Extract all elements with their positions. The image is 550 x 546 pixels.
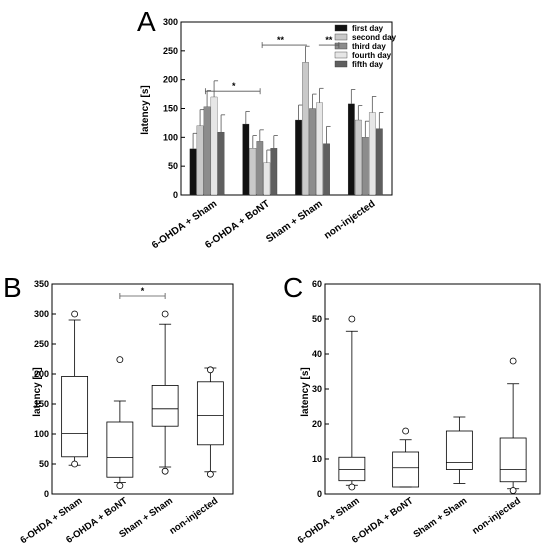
panel-a-bar bbox=[203, 106, 211, 196]
panel-a-legend-swatch bbox=[334, 60, 348, 68]
panel-a-category-label: Sham + Sham bbox=[264, 198, 324, 245]
panel-b-box bbox=[106, 421, 134, 478]
panel-b-y-tick-label: 0 bbox=[44, 489, 49, 499]
panel-c-y-axis-label: latency [s] bbox=[300, 367, 311, 416]
panel-c-y-tick-label: 50 bbox=[312, 314, 322, 324]
panel-b-outlier bbox=[116, 356, 124, 364]
panel-a-significance-marker: * bbox=[232, 81, 236, 91]
panel-c-category-label: Sham + Sham bbox=[412, 495, 470, 540]
panel-a-bar bbox=[295, 119, 302, 196]
panel-c-y-tick-label: 0 bbox=[317, 489, 322, 499]
panel-a-bar bbox=[210, 96, 218, 196]
panel-c-box bbox=[338, 456, 366, 482]
panel-b-box-plot: latency [s] 0501001502002503003506-OHDA … bbox=[18, 279, 234, 546]
panel-b-box bbox=[151, 384, 179, 427]
panel-a-significance-marker: ** bbox=[277, 35, 285, 45]
panel-a-bar bbox=[256, 141, 264, 196]
panel-b-y-tick-label: 250 bbox=[34, 339, 49, 349]
panel-a-y-tick-label: 250 bbox=[163, 46, 178, 56]
panel-b-y-tick-label: 350 bbox=[34, 279, 49, 289]
panel-c-outlier bbox=[348, 315, 356, 323]
panel-a-bar bbox=[361, 137, 369, 196]
panel-a-bar bbox=[242, 123, 250, 196]
panel-b-outlier bbox=[161, 310, 169, 318]
panel-a-legend-swatch bbox=[334, 33, 348, 41]
panel-b-significance-marker: * bbox=[141, 286, 145, 296]
panel-c-outlier bbox=[509, 357, 517, 365]
panel-c-y-tick-label: 20 bbox=[312, 419, 322, 429]
panel-b-outlier bbox=[71, 310, 79, 318]
panel-letter-c: C bbox=[283, 272, 303, 303]
panel-c-outlier bbox=[509, 487, 517, 494]
panel-a-bar bbox=[316, 102, 323, 196]
panel-b-y-tick-label: 200 bbox=[34, 369, 49, 379]
panel-b-y-axis-label: latency [s] bbox=[32, 367, 43, 416]
panel-c-box bbox=[499, 437, 527, 483]
panel-b-y-tick-label: 150 bbox=[34, 399, 49, 409]
panel-b-box bbox=[196, 381, 224, 446]
panel-a-bar bbox=[189, 148, 197, 196]
panel-b-outlier bbox=[206, 366, 214, 374]
panel-c-y-tick-label: 40 bbox=[312, 349, 322, 359]
panel-a-legend-label: second day bbox=[352, 33, 397, 42]
panel-a-legend-label: third day bbox=[352, 42, 386, 51]
panel-a-y-axis-label: latency [s] bbox=[140, 85, 151, 134]
panel-a-bar bbox=[347, 103, 355, 196]
panel-a-significance-marker: ** bbox=[325, 35, 333, 45]
panel-a-y-tick-label: 50 bbox=[168, 161, 178, 171]
panel-c-outlier bbox=[348, 483, 356, 491]
panel-c-y-tick-label: 60 bbox=[312, 279, 322, 289]
panel-c-y-tick-label: 30 bbox=[312, 384, 322, 394]
panel-b-outlier bbox=[161, 467, 169, 475]
panel-c-box bbox=[392, 451, 420, 488]
panel-c-outlier bbox=[402, 427, 410, 435]
panel-a-bar bbox=[270, 148, 278, 196]
panel-c-category-label: non-injected bbox=[470, 495, 523, 537]
panel-letter-b: B bbox=[3, 272, 22, 303]
panel-a-bar bbox=[217, 131, 225, 196]
panel-a-bar bbox=[263, 162, 271, 196]
panel-a-y-tick-label: 200 bbox=[163, 75, 178, 85]
panel-a-bar bbox=[196, 125, 204, 196]
panel-b-y-tick-label: 300 bbox=[34, 309, 49, 319]
panel-a-legend-swatch bbox=[334, 24, 348, 32]
panel-b-outlier bbox=[116, 482, 124, 490]
panel-a-bar bbox=[375, 128, 383, 196]
panel-c-box bbox=[445, 430, 473, 470]
panel-a-bar bbox=[309, 108, 316, 196]
panel-a-bar bbox=[249, 148, 257, 196]
panel-a-y-tick-label: 0 bbox=[173, 190, 178, 200]
panel-b-outlier bbox=[206, 470, 214, 478]
panel-a-legend-label: first day bbox=[352, 24, 384, 33]
panel-a-y-tick-label: 100 bbox=[163, 132, 178, 142]
panel-a-legend-label: fifth day bbox=[352, 60, 384, 69]
panel-a-legend-label: fourth day bbox=[352, 51, 392, 60]
panel-b-box bbox=[61, 375, 89, 458]
panel-b-plot-frame bbox=[51, 283, 234, 495]
panel-c-y-tick-label: 10 bbox=[312, 454, 322, 464]
panel-b-y-tick-label: 100 bbox=[34, 429, 49, 439]
panel-a-y-tick-label: 150 bbox=[163, 104, 178, 114]
panel-letter-a: A bbox=[137, 6, 156, 37]
panel-a-bar bbox=[354, 119, 362, 196]
panel-a-y-tick-label: 300 bbox=[163, 17, 178, 27]
panel-b-y-tick-label: 50 bbox=[39, 459, 49, 469]
panel-a-bar bbox=[302, 62, 309, 196]
panel-b-category-label: non-injected bbox=[168, 495, 221, 537]
panel-a-bar bbox=[368, 112, 376, 196]
panel-a-legend-swatch bbox=[334, 51, 348, 59]
panel-b-outlier bbox=[71, 460, 79, 468]
panel-a-category-label: non-injected bbox=[322, 198, 377, 241]
panel-a-bar bbox=[323, 143, 330, 196]
panel-a-legend-swatch bbox=[334, 42, 348, 50]
